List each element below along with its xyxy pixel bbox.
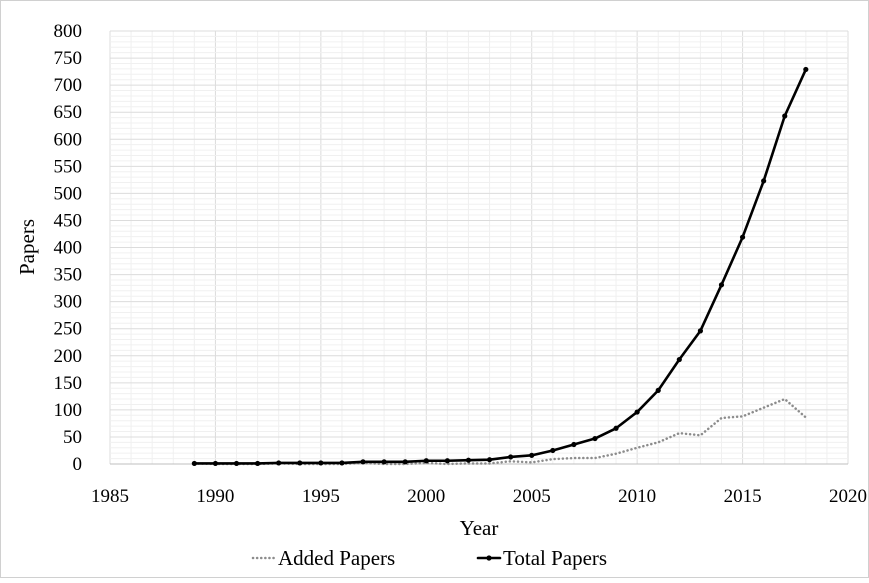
legend: Added Papers Total Papers bbox=[251, 546, 607, 570]
y-tick-label: 0 bbox=[73, 454, 83, 475]
total-papers-point bbox=[529, 452, 535, 458]
y-tick-label: 800 bbox=[54, 21, 83, 42]
total-papers-point bbox=[803, 66, 809, 73]
total-papers-point bbox=[276, 460, 282, 466]
total-papers-point bbox=[233, 460, 240, 467]
total-papers-point bbox=[655, 387, 661, 393]
total-papers-point bbox=[381, 459, 387, 465]
total-papers-point bbox=[697, 328, 704, 334]
total-papers-point bbox=[571, 441, 577, 448]
total-papers-point bbox=[782, 113, 788, 119]
y-tick-label: 250 bbox=[54, 319, 83, 340]
x-tick-label: 1985 bbox=[91, 486, 129, 507]
y-tick-label: 150 bbox=[54, 373, 83, 394]
total-papers-point bbox=[318, 460, 324, 466]
total-papers-point bbox=[191, 460, 197, 467]
tick-labels: 0 50 100 150 200 250 300 350 400 450 500 550 600 650 7… bbox=[54, 21, 868, 507]
y-axis-title: Papers bbox=[15, 219, 39, 275]
y-tick-label: 100 bbox=[54, 400, 83, 421]
x-tick-label: 2010 bbox=[618, 486, 656, 507]
y-tick-label: 650 bbox=[54, 102, 83, 123]
y-tick-label: 750 bbox=[54, 48, 83, 69]
total-papers-point bbox=[508, 454, 514, 460]
total-papers-point bbox=[423, 458, 429, 464]
y-tick-label: 700 bbox=[54, 75, 83, 96]
y-tick-label: 450 bbox=[54, 210, 83, 231]
grid-lines bbox=[109, 30, 849, 465]
legend-marker-total-papers bbox=[486, 555, 492, 561]
legend-label-total-papers: Total Papers bbox=[503, 546, 607, 570]
y-tick-label: 550 bbox=[54, 156, 83, 177]
total-papers-point bbox=[255, 460, 261, 467]
y-tick-label: 200 bbox=[54, 346, 83, 367]
total-papers-point bbox=[739, 234, 746, 240]
y-tick-label: 350 bbox=[54, 265, 83, 286]
y-tick-label: 300 bbox=[54, 292, 83, 313]
total-papers-point bbox=[676, 356, 682, 363]
x-tick-label: 2000 bbox=[407, 486, 445, 507]
total-papers-point bbox=[550, 447, 556, 454]
y-tick-label: 600 bbox=[54, 129, 83, 150]
total-papers-point bbox=[297, 460, 303, 466]
total-papers-line bbox=[193, 68, 808, 465]
total-papers-point bbox=[402, 459, 408, 465]
y-tick-label: 400 bbox=[54, 238, 83, 259]
total-papers-point bbox=[718, 282, 725, 288]
total-papers-point bbox=[339, 460, 345, 466]
y-tick-label: 50 bbox=[63, 427, 82, 448]
x-tick-label: 1995 bbox=[302, 486, 340, 507]
total-papers-point bbox=[486, 457, 493, 463]
total-papers-point bbox=[444, 458, 450, 464]
x-tick-label: 2020 bbox=[829, 486, 867, 507]
total-papers-point bbox=[613, 425, 619, 431]
total-papers-point bbox=[592, 435, 598, 442]
total-papers-point bbox=[761, 178, 767, 184]
x-tick-label: 2015 bbox=[724, 486, 762, 507]
x-axis-title: Year bbox=[460, 516, 499, 540]
total-papers-point bbox=[212, 460, 219, 467]
legend-label-added-papers: Added Papers bbox=[278, 546, 395, 570]
x-tick-label: 2005 bbox=[513, 486, 551, 507]
series-lines bbox=[191, 66, 809, 467]
total-papers-point bbox=[634, 409, 640, 415]
total-papers-point bbox=[360, 459, 366, 465]
y-tick-label: 500 bbox=[54, 183, 83, 204]
total-papers-point bbox=[465, 457, 472, 463]
x-tick-label: 1990 bbox=[196, 486, 234, 507]
